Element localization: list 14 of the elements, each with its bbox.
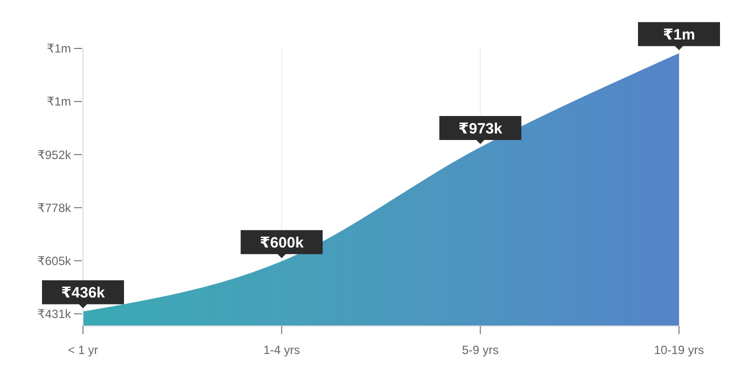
- data-label: ₹600k: [260, 234, 304, 252]
- data-label: ₹973k: [458, 120, 503, 138]
- y-tick-label: ₹605k: [37, 254, 72, 268]
- y-tick-label: ₹1m: [46, 94, 71, 109]
- y-tick-label: ₹778k: [37, 200, 72, 215]
- x-tick-label: 10-19 yrs: [654, 343, 704, 357]
- y-tick-label: ₹1m: [46, 42, 71, 56]
- x-tick-label: 5-9 yrs: [462, 343, 499, 357]
- x-tick-label: < 1 yr: [68, 343, 98, 357]
- data-label: ₹1m: [662, 26, 696, 44]
- data-label: ₹436k: [61, 284, 106, 302]
- y-tick-label: ₹431k: [37, 306, 72, 321]
- x-tick-label: 1-4 yrs: [263, 343, 300, 357]
- y-tick-label: ₹952k: [37, 148, 72, 162]
